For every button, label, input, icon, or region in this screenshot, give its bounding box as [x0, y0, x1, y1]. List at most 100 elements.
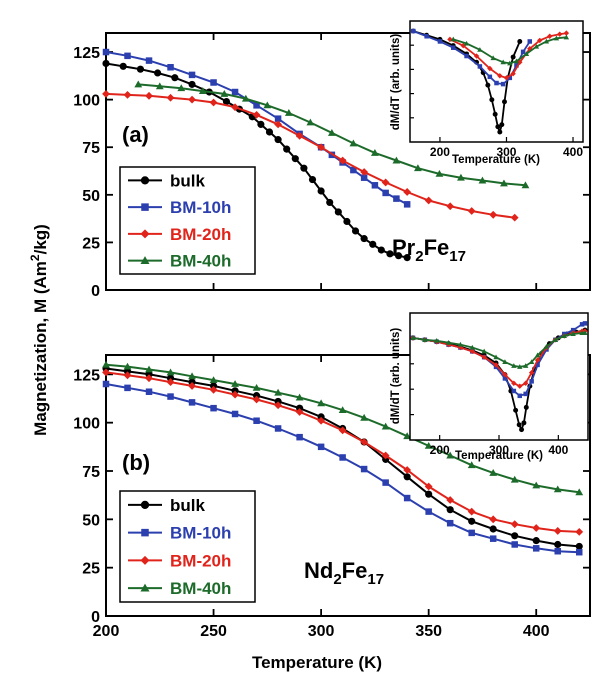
- data-point: [382, 189, 389, 197]
- inset-data-point: [533, 43, 540, 49]
- inset-data-point: [450, 36, 456, 42]
- data-point: [188, 80, 196, 88]
- inset-data-point: [523, 380, 529, 386]
- data-point: [102, 48, 110, 56]
- legend-label: bulk: [170, 496, 205, 515]
- data-point: [424, 441, 433, 449]
- inset-data-point: [464, 53, 469, 59]
- data-point: [446, 496, 455, 504]
- data-point: [339, 454, 346, 461]
- inset-data-point: [447, 36, 453, 43]
- data-point: [575, 548, 583, 556]
- inset-data-point: [489, 97, 495, 103]
- legend-swatch-marker: [140, 176, 150, 185]
- inset-data-point: [497, 73, 503, 79]
- inset-data-point: [519, 427, 525, 433]
- data-point: [102, 59, 110, 68]
- inset-x-tick-label: 400: [548, 443, 568, 457]
- inset-data-point: [561, 333, 567, 338]
- inset-data-point: [495, 124, 501, 130]
- data-point: [155, 82, 164, 90]
- data-point: [283, 145, 291, 153]
- data-point: [220, 90, 229, 97]
- y-tick-label: 0: [91, 609, 100, 626]
- data-point: [166, 378, 175, 386]
- inset-data-point: [510, 70, 516, 77]
- inset-frame: [409, 312, 589, 441]
- y-tick-label: 25: [82, 235, 100, 252]
- data-point: [209, 98, 218, 107]
- data-point: [145, 57, 153, 64]
- data-point: [575, 488, 584, 496]
- inset-data-point: [469, 344, 475, 350]
- data-point: [102, 90, 110, 98]
- inset-x-axis-title: Temperature (K): [452, 154, 540, 166]
- data-point: [338, 156, 347, 165]
- data-point: [231, 88, 239, 96]
- inset-data-point: [507, 75, 513, 81]
- data-point: [381, 451, 390, 460]
- legend-label: BM-10h: [170, 524, 231, 543]
- series-BM-40h: [134, 80, 530, 189]
- inset-data-point: [582, 321, 588, 326]
- data-point: [338, 426, 347, 435]
- data-point: [102, 380, 110, 388]
- data-point: [349, 139, 358, 147]
- data-point: [403, 473, 411, 481]
- series-BM-20h: [102, 368, 584, 536]
- data-point: [351, 227, 360, 235]
- data-point: [252, 110, 261, 119]
- y-axis-title-unit-sup: 2: [28, 254, 42, 261]
- y-tick-label: 100: [73, 416, 100, 433]
- data-point: [510, 213, 519, 222]
- series-line: [105, 62, 408, 259]
- data-point: [145, 365, 153, 373]
- inset-data-point: [463, 40, 470, 46]
- x-tick-label: 300: [308, 623, 335, 640]
- inset-data-point: [502, 359, 508, 365]
- x-axis-title: Temperature (K): [252, 653, 382, 672]
- data-point: [154, 69, 162, 77]
- data-point: [457, 173, 465, 181]
- inset-data-point: [493, 362, 499, 368]
- legend-swatch-marker: [140, 555, 150, 565]
- inset-data-point: [534, 352, 541, 358]
- data-point: [119, 62, 127, 70]
- inset-data-point: [494, 80, 499, 86]
- y-axis-title: Magnetization, M (Am2/kg): [28, 224, 50, 436]
- inset-data-point: [517, 364, 523, 369]
- inset-data-point: [457, 341, 464, 347]
- data-point: [489, 515, 498, 524]
- data-point: [306, 118, 315, 126]
- data-point: [265, 128, 274, 136]
- data-point: [553, 485, 562, 493]
- inset-data-point: [481, 354, 487, 360]
- data-point: [467, 207, 476, 215]
- data-point: [467, 507, 476, 516]
- data-point: [124, 52, 131, 60]
- data-point: [489, 469, 498, 476]
- data-point: [171, 74, 179, 82]
- data-point: [369, 240, 377, 248]
- data-point: [145, 388, 153, 395]
- inset-data-point: [485, 82, 491, 88]
- data-point: [136, 65, 144, 73]
- inset-data-point: [520, 49, 526, 55]
- data-point: [360, 438, 369, 446]
- data-point: [446, 519, 454, 527]
- inset-data-point: [437, 39, 443, 44]
- data-point: [210, 79, 217, 86]
- data-point: [188, 382, 196, 390]
- inset-x-axis-title: Temperature (K): [455, 450, 543, 462]
- inset-data-point: [492, 111, 498, 117]
- panel-label: (b): [122, 450, 150, 475]
- data-point: [532, 481, 541, 489]
- inset-data-point: [528, 369, 535, 376]
- compound-label: Nd2Fe17: [304, 558, 384, 588]
- data-point: [134, 80, 143, 88]
- data-point: [521, 181, 530, 189]
- data-point: [500, 179, 508, 187]
- legend: bulk BM-10h BM-20h BM-40h: [119, 490, 256, 603]
- inset-data-point: [534, 357, 541, 363]
